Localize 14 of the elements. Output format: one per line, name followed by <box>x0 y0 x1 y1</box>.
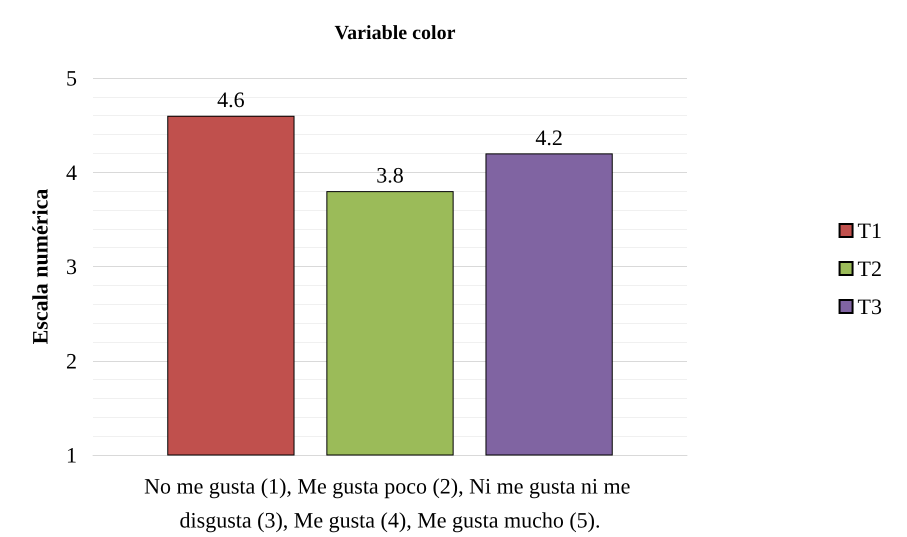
y-tick-label: 3 <box>66 254 77 279</box>
y-tick-label: 4 <box>66 160 77 185</box>
y-tick-label: 1 <box>66 442 77 468</box>
y-tick-label: 5 <box>66 66 77 90</box>
legend-label: T3 <box>858 294 882 319</box>
x-tick-label: No me gusta (1), Me gusta poco (2), Ni me gusta ni me disgusta (3), Me gusta (4), Me gusta mucho (5). <box>144 474 636 532</box>
data-label: 4.6 <box>217 87 245 112</box>
legend-label: T2 <box>858 256 882 281</box>
y-axis-title: Escala numérica <box>28 188 52 344</box>
chart-title: Variable color <box>334 22 456 44</box>
data-label: 3.8 <box>376 162 404 188</box>
data-label: 4.2 <box>535 124 563 150</box>
legend-label: T1 <box>858 218 882 243</box>
y-tick-label: 2 <box>66 348 77 374</box>
